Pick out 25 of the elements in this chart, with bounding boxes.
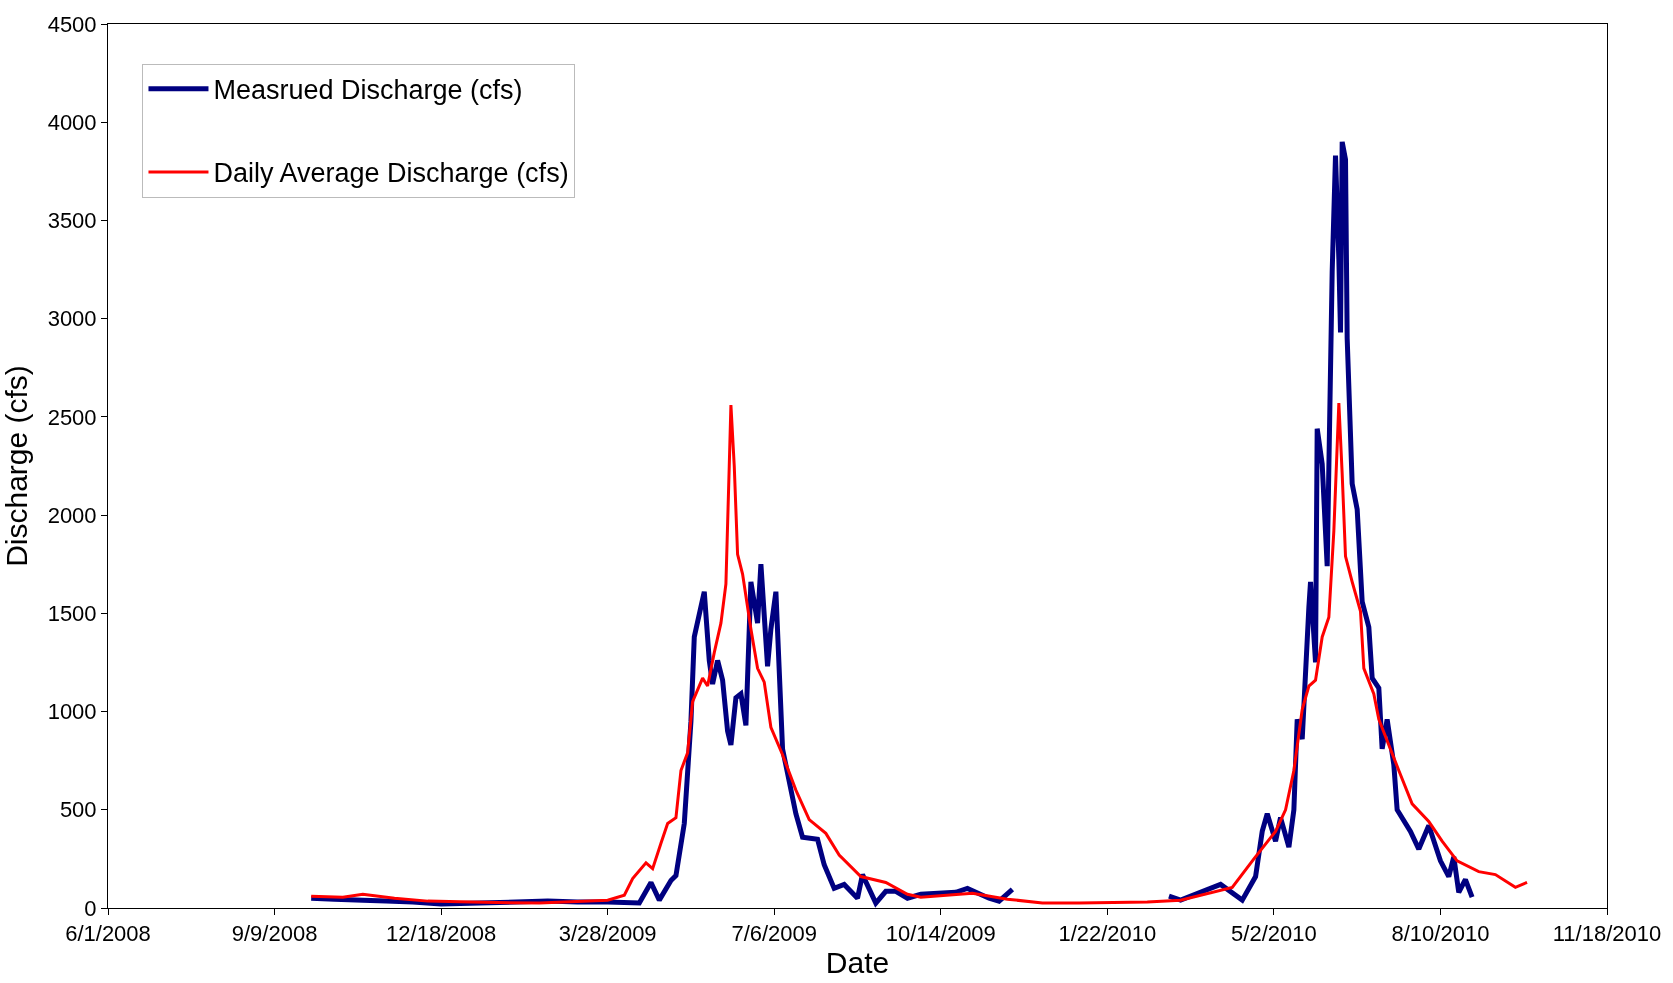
x-tick-label: 11/18/2010	[1552, 921, 1662, 947]
y-tick-label: 4500	[47, 11, 97, 37]
y-tick-label: 2500	[47, 404, 97, 430]
y-tick-label: 2000	[47, 502, 97, 528]
legend-label: Measrued Discharge (cfs)	[213, 75, 523, 106]
y-tick-label: 0	[84, 895, 97, 921]
y-tick-label: 1500	[47, 601, 97, 627]
y-axis-title: Discharge (cfs)	[0, 365, 33, 567]
x-tick-label: 5/2/2010	[1231, 921, 1317, 947]
x-axis-title: Date	[825, 946, 890, 980]
x-tick-label: 10/14/2009	[885, 921, 996, 947]
y-tick-label: 500	[59, 797, 97, 823]
y-tick-label: 3000	[47, 306, 97, 332]
legend-label: Daily Average Discharge (cfs)	[213, 158, 569, 189]
x-tick-label: 7/6/2009	[731, 921, 818, 947]
y-tick-label: 1000	[47, 699, 97, 725]
x-tick-label: 6/1/2008	[65, 921, 151, 947]
y-tick-label: 4000	[47, 109, 97, 135]
x-tick-label: 3/28/2009	[558, 921, 657, 947]
y-tick-label: 3500	[47, 208, 97, 234]
x-tick-label: 8/10/2010	[1391, 921, 1490, 947]
x-tick-label: 9/9/2008	[231, 921, 318, 947]
line-series	[309, 401, 1529, 905]
x-tick-label: 12/18/2008	[386, 921, 497, 947]
x-tick-label: 1/22/2010	[1058, 921, 1157, 947]
